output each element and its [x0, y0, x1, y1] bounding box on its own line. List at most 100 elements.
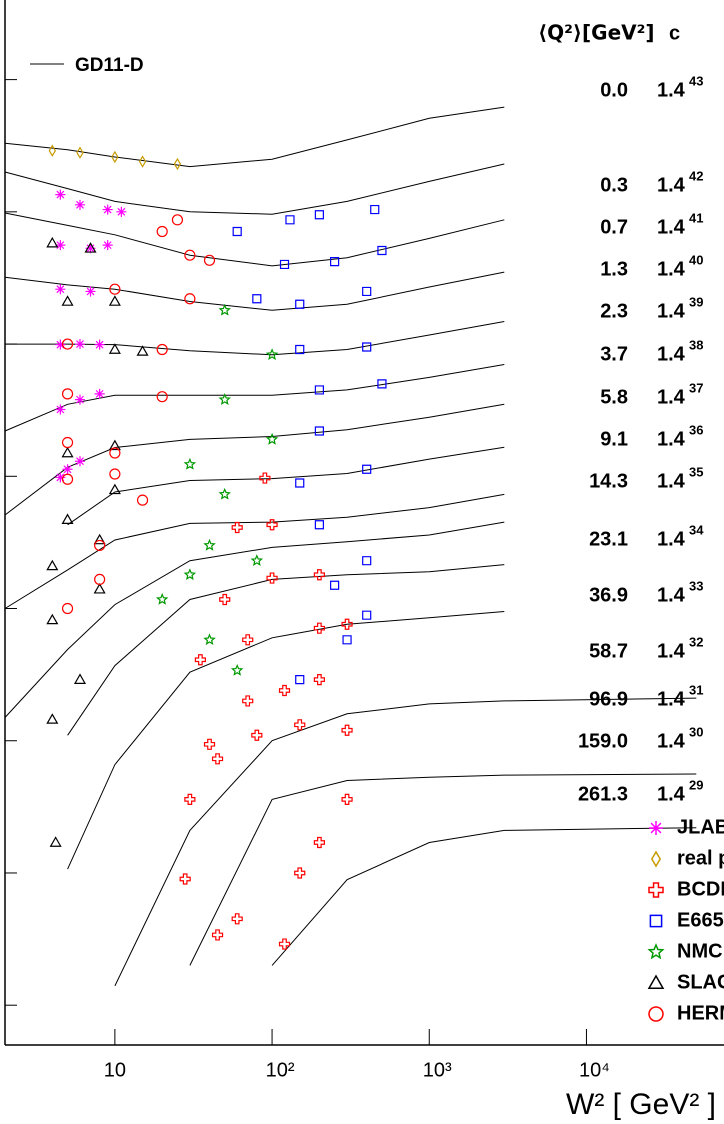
data-point [93, 582, 106, 594]
data-point [203, 633, 216, 646]
q2-label: 23.1 [589, 528, 628, 550]
data-point [242, 695, 254, 707]
data-point [155, 592, 169, 605]
data-point [266, 519, 278, 531]
q2-label: 58.7 [589, 640, 628, 662]
data-point [55, 284, 66, 295]
data-point [61, 295, 74, 306]
data-point [173, 157, 182, 171]
data-point [278, 684, 291, 697]
c-exponent: 31 [689, 682, 703, 697]
c-exponent: 40 [689, 252, 703, 267]
data-point [218, 303, 231, 316]
data-point [362, 464, 372, 474]
data-point [85, 243, 96, 254]
data-point [102, 204, 113, 215]
data-point [203, 538, 216, 551]
data-point [61, 513, 74, 524]
legend-label: HERMES [677, 1002, 724, 1024]
data-point [295, 344, 305, 355]
c-base: 1.4 [657, 343, 686, 365]
data-point [266, 572, 278, 584]
data-point [377, 245, 387, 256]
data-point [94, 388, 105, 399]
data-point [73, 673, 87, 684]
data-point [203, 254, 216, 266]
legend-marker [647, 974, 665, 989]
data-point [252, 294, 262, 304]
data-point [377, 379, 387, 389]
model-curve [67, 564, 505, 736]
data-point [314, 426, 324, 436]
data-point [294, 719, 306, 731]
data-point [313, 569, 325, 581]
data-point [231, 913, 243, 925]
data-point [74, 199, 85, 210]
model-curve [114, 697, 697, 987]
data-point [314, 385, 324, 395]
data-point [251, 729, 263, 741]
model-curve [5, 321, 505, 356]
model-curve [67, 611, 505, 870]
data-point [313, 674, 325, 686]
c-base: 1.4 [657, 640, 686, 662]
q2-label: 1.3 [600, 258, 628, 280]
c-base: 1.4 [657, 79, 686, 101]
data-point [55, 472, 66, 483]
data-point [61, 446, 74, 458]
legend-marker [649, 821, 663, 835]
c-exponent: 37 [689, 380, 703, 395]
data-point [362, 342, 372, 352]
c-base: 1.4 [657, 584, 686, 606]
x-tick-label: 10⁴ [579, 1059, 610, 1081]
data-point [370, 204, 380, 215]
data-point [61, 602, 74, 615]
model-curve [4, 493, 505, 609]
data-point [55, 240, 66, 251]
legend-label: E665 [677, 909, 724, 931]
data-point [116, 206, 127, 217]
c-exponent: 38 [689, 337, 703, 352]
data-point [48, 144, 57, 157]
data-point [94, 339, 105, 350]
data-point [294, 867, 306, 879]
data-point [61, 338, 74, 350]
data-point [184, 249, 196, 261]
data-point [285, 215, 295, 225]
data-point [341, 724, 353, 736]
data-point [313, 622, 325, 634]
data-point [183, 457, 197, 470]
data-point [183, 568, 197, 581]
data-point [218, 487, 231, 500]
data-point [211, 929, 224, 941]
data-point [362, 556, 372, 566]
data-point [55, 189, 66, 200]
c-exponent: 36 [689, 422, 703, 437]
data-point [46, 236, 59, 248]
q2-label: 159.0 [578, 730, 628, 752]
data-point [61, 473, 74, 485]
q2-label: 2.3 [600, 300, 628, 322]
data-point [314, 520, 324, 530]
c-base: 1.4 [657, 528, 686, 550]
data-point [230, 663, 244, 676]
data-point [94, 573, 106, 585]
data-point [203, 738, 216, 750]
x-tick-label: 10 [104, 1059, 126, 1081]
c-exponent: 43 [689, 73, 703, 88]
data-point [362, 286, 372, 297]
data-point [46, 613, 59, 625]
data-point [136, 494, 149, 506]
c-exponent: 32 [689, 634, 703, 649]
legend-marker [648, 1006, 664, 1022]
model-curve [4, 521, 505, 718]
data-point [138, 155, 147, 168]
data-point [250, 554, 264, 566]
c-base: 1.4 [657, 688, 686, 710]
c-base: 1.4 [657, 258, 686, 280]
data-point [211, 753, 224, 765]
data-point [156, 391, 168, 403]
data-point [109, 468, 121, 480]
c-base: 1.4 [657, 174, 686, 196]
